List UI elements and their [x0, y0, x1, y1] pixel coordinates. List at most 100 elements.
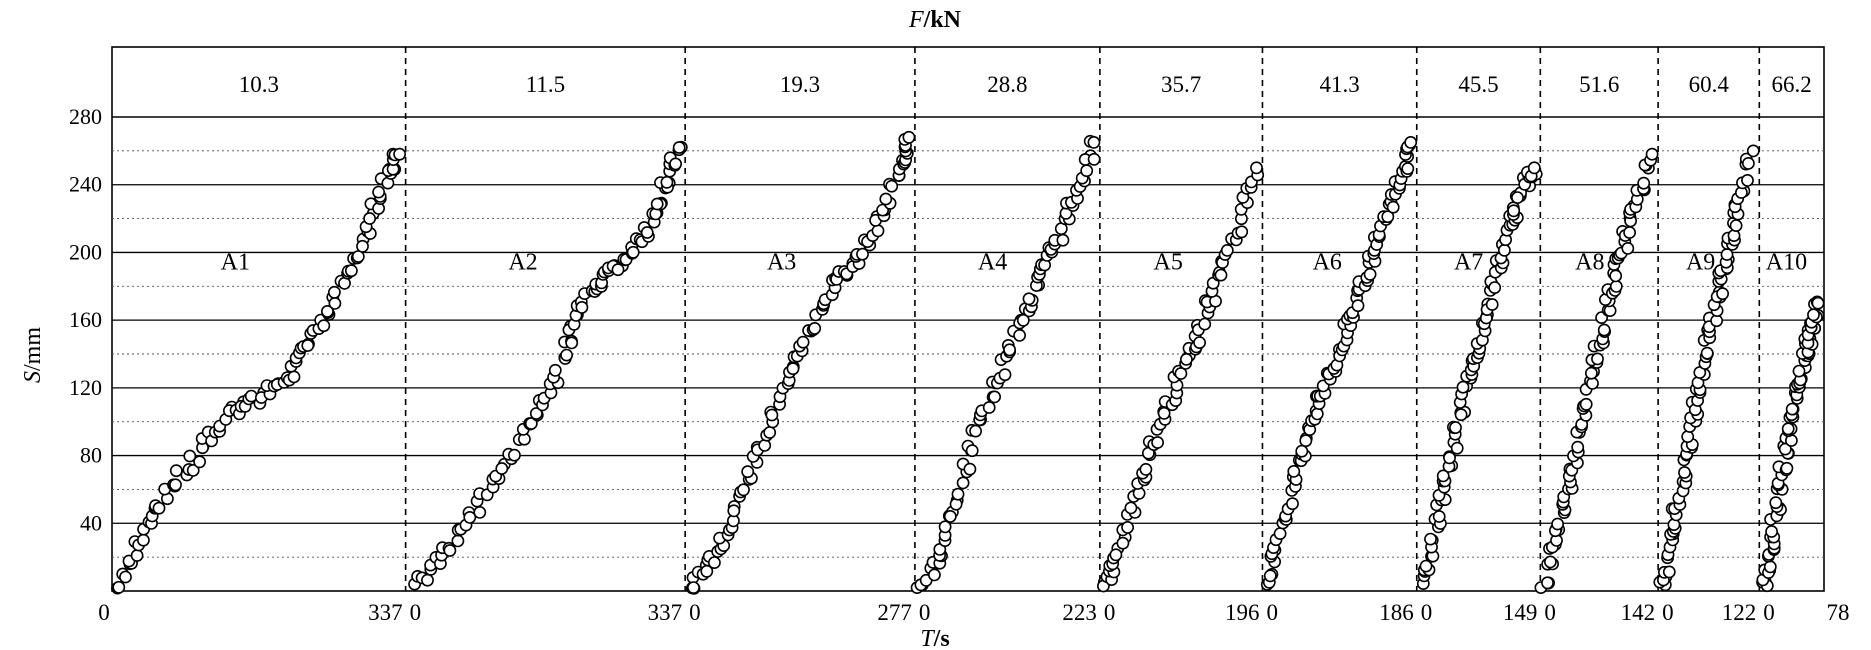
point-A9 — [1716, 287, 1729, 301]
point-A1 — [317, 319, 331, 333]
force-label-A10: 66.2 — [1772, 72, 1812, 97]
point-A9 — [1746, 144, 1760, 158]
point-A1 — [119, 570, 132, 584]
point-A2 — [473, 506, 487, 519]
force-label-A3: 19.3 — [780, 72, 820, 97]
point-A1 — [169, 478, 182, 492]
point-A6 — [1401, 162, 1415, 175]
point-A8 — [1579, 397, 1593, 411]
x-tick-end-2: 337 — [648, 600, 683, 625]
y-tick-120: 120 — [69, 375, 102, 400]
point-A1 — [152, 501, 166, 515]
point-A5 — [1124, 501, 1138, 515]
grid-lines — [112, 150, 1824, 558]
y-axis-label: S/mm — [20, 327, 46, 383]
point-A6 — [1287, 464, 1301, 478]
y-tick-40: 40 — [80, 510, 102, 535]
point-A1 — [327, 285, 341, 299]
point-A1 — [287, 370, 301, 384]
segment-dividers — [404, 47, 1761, 591]
point-A1 — [328, 296, 342, 310]
point-A3 — [796, 335, 810, 349]
point-A9 — [1720, 248, 1734, 261]
data-points — [111, 130, 1825, 595]
x-tick-zero-1: 0 — [410, 600, 422, 625]
point-A10 — [1785, 402, 1799, 416]
point-A8 — [1637, 176, 1651, 190]
x-tick-final: 78 — [1827, 600, 1850, 625]
point-A3 — [856, 247, 869, 261]
point-A8 — [1609, 269, 1623, 283]
point-A8 — [1597, 323, 1611, 337]
point-A5 — [1174, 367, 1188, 380]
point-A4 — [988, 390, 1001, 404]
point-A2 — [524, 417, 538, 430]
point-A6 — [1273, 527, 1287, 540]
point-A1 — [183, 449, 197, 463]
point-A2 — [672, 141, 686, 154]
segment-name-A6: A6 — [1313, 249, 1342, 275]
point-A9 — [1700, 346, 1714, 360]
point-A8 — [1621, 241, 1635, 255]
point-A7 — [1511, 191, 1524, 204]
point-A2 — [669, 157, 682, 171]
point-A4 — [969, 424, 982, 438]
point-A2 — [548, 363, 562, 377]
point-A7 — [1450, 441, 1464, 455]
x-tick-zero-6: 0 — [1421, 600, 1433, 625]
point-A6 — [1381, 210, 1395, 224]
series-A3 — [685, 130, 916, 595]
segment-name-A1: A1 — [221, 249, 250, 275]
point-A10 — [1811, 296, 1825, 310]
force-label-A4: 28.8 — [987, 72, 1027, 97]
x-tick-end-5: 196 — [1225, 600, 1260, 625]
point-A7 — [1488, 281, 1502, 294]
point-A3 — [808, 321, 822, 335]
x-tick-zero-8: 0 — [1662, 600, 1674, 625]
x-tick-end-6: 186 — [1379, 600, 1414, 625]
point-A2 — [508, 448, 521, 462]
x-axis-unit: /s — [933, 626, 950, 650]
series-A1 — [111, 147, 406, 595]
point-A8 — [1585, 366, 1598, 380]
point-A6 — [1263, 569, 1277, 583]
point-A2 — [626, 245, 640, 259]
point-A4 — [1022, 292, 1036, 306]
point-A9 — [1729, 219, 1743, 232]
point-A2 — [565, 336, 579, 350]
point-A7 — [1449, 421, 1462, 434]
point-A4 — [1003, 343, 1016, 357]
x-axis-label: T/s — [920, 626, 949, 650]
point-A2 — [495, 462, 509, 475]
force-label-A2: 11.5 — [526, 72, 565, 97]
y-tick-80: 80 — [80, 443, 102, 468]
point-A6 — [1310, 407, 1324, 421]
point-A2 — [463, 511, 477, 524]
plot-frame — [111, 46, 1825, 592]
point-A8 — [1623, 226, 1636, 239]
point-A2 — [611, 263, 625, 277]
point-A3 — [741, 465, 755, 479]
point-A3 — [708, 556, 721, 569]
point-A6 — [1404, 135, 1418, 149]
series-A4 — [910, 134, 1101, 594]
segment-name-A10: A10 — [1766, 249, 1807, 275]
point-A7 — [1424, 532, 1437, 546]
point-A4 — [956, 476, 970, 490]
point-A4 — [1080, 164, 1094, 178]
point-A4 — [1087, 152, 1101, 166]
point-A3 — [687, 581, 700, 594]
series-A2 — [408, 140, 688, 591]
point-A5 — [1116, 536, 1130, 550]
point-A7 — [1456, 380, 1470, 394]
x-tick-end-1: 337 — [368, 600, 403, 625]
point-A1 — [193, 455, 206, 469]
point-A10 — [1807, 308, 1820, 322]
point-A7 — [1432, 510, 1446, 523]
point-A4 — [951, 487, 965, 501]
point-A8 — [1609, 279, 1623, 293]
point-A5 — [1180, 352, 1193, 366]
point-A3 — [871, 224, 885, 238]
segment-name-A4: A4 — [978, 249, 1007, 275]
